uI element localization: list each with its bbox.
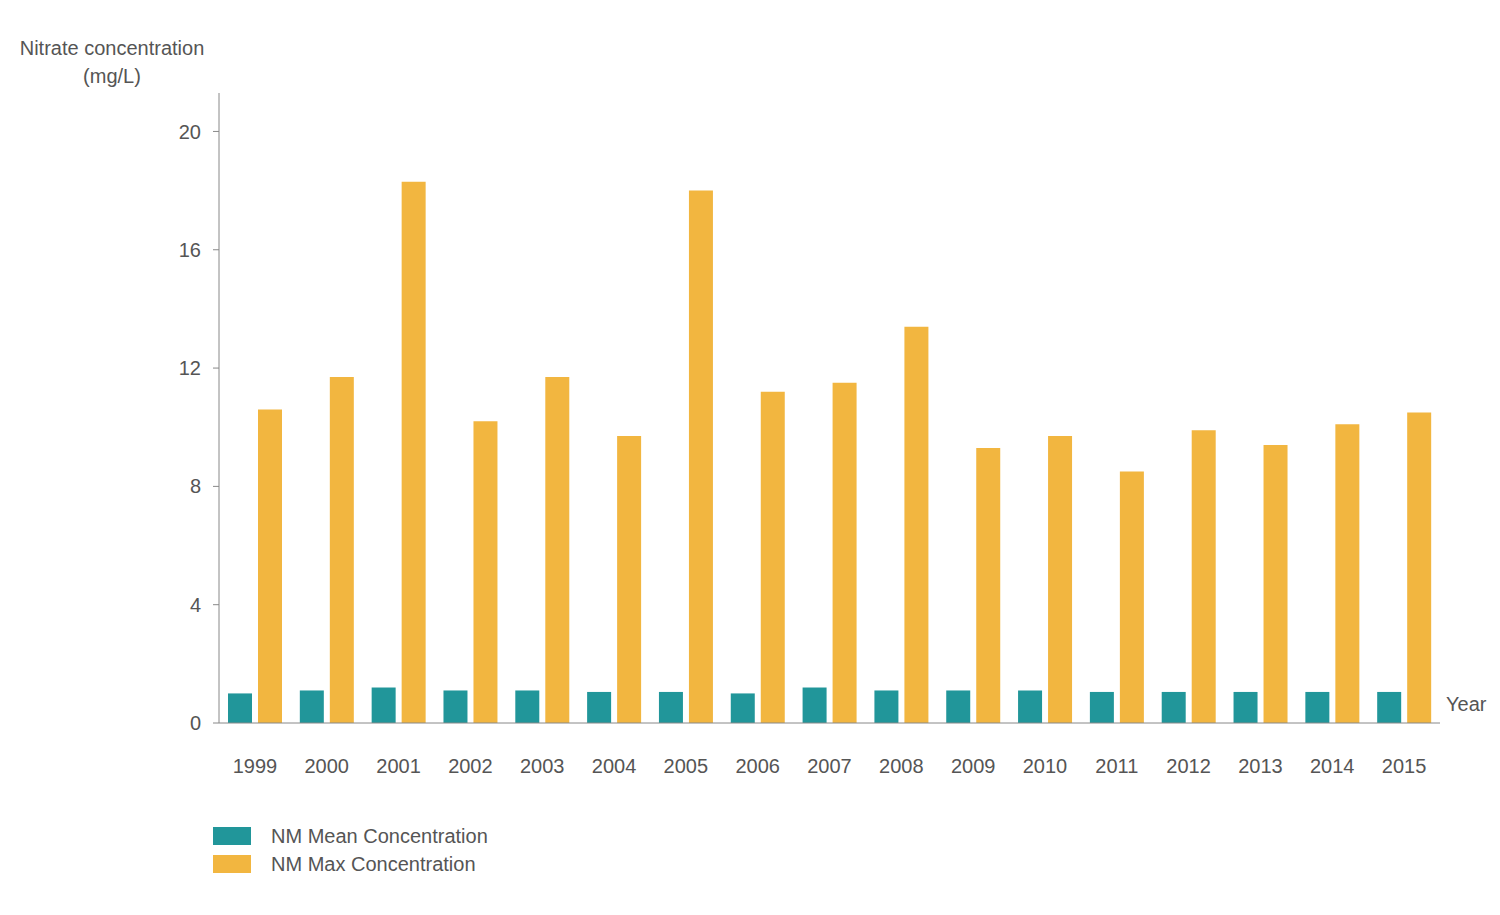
svg-text:2009: 2009 — [951, 755, 996, 777]
svg-text:2006: 2006 — [735, 755, 780, 777]
html-text:Nitrate concentration: Nitrate concentration — [19, 37, 205, 59]
svg-text:2015: 2015 — [1382, 755, 1427, 777]
html-text:NM Mean Concentration: NM Mean Concentration — [271, 824, 488, 847]
svg-text:12: 12 — [179, 357, 201, 379]
svg-text:20: 20 — [179, 121, 201, 143]
html-text:(mg/L): (mg/L) — [83, 65, 141, 87]
svg-text:2000: 2000 — [304, 755, 349, 777]
svg-text:2008: 2008 — [879, 755, 924, 777]
svg-text:2010: 2010 — [1023, 755, 1068, 777]
svg-text:2013: 2013 — [1238, 755, 1283, 777]
svg-text:2004: 2004 — [592, 755, 637, 777]
svg-text:2001: 2001 — [376, 755, 421, 777]
svg-text:2011: 2011 — [1095, 755, 1138, 777]
svg-text:2005: 2005 — [664, 755, 709, 777]
svg-text:2007: 2007 — [807, 755, 852, 777]
svg-text:8: 8 — [190, 475, 201, 497]
svg-text:16: 16 — [179, 239, 201, 261]
svg-text:2012: 2012 — [1166, 755, 1211, 777]
svg-text:0: 0 — [190, 712, 201, 734]
svg-text:4: 4 — [190, 594, 201, 616]
html-text:Year: Year — [1446, 693, 1487, 715]
html-text:NM Max Concentration: NM Max Concentration — [271, 852, 476, 875]
svg-text:1999: 1999 — [233, 755, 278, 777]
svg-text:2002: 2002 — [448, 755, 493, 777]
svg-text:2003: 2003 — [520, 755, 565, 777]
svg-text:2014: 2014 — [1310, 755, 1355, 777]
